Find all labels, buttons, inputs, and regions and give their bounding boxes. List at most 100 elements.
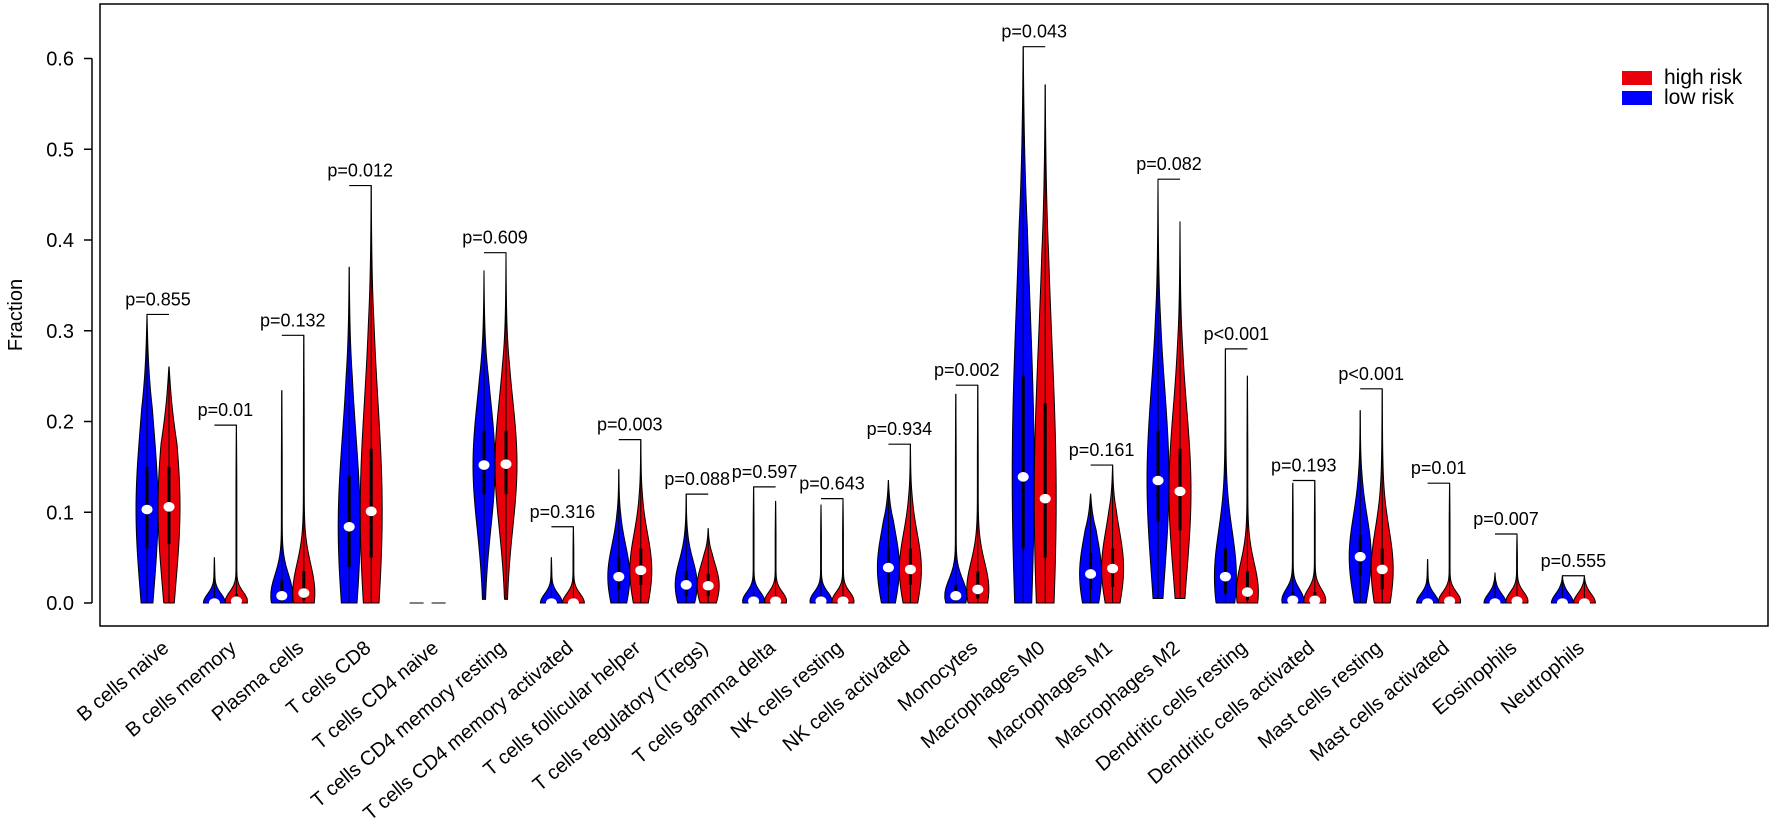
pvalue-label: p=0.934 [867, 419, 933, 439]
median-dot-low [950, 591, 961, 601]
median-dot-high [972, 585, 983, 595]
y-tick-label: 0.5 [46, 139, 74, 161]
median-dot-low [546, 598, 557, 608]
median-dot-high [1377, 565, 1388, 575]
median-dot-high [905, 565, 916, 575]
violin-pair: p=0.855 [125, 289, 191, 603]
median-dot-high [1512, 596, 1523, 606]
median-dot-high [298, 588, 309, 598]
y-tick-label: 0.0 [46, 593, 74, 615]
y-tick-label: 0.4 [46, 230, 74, 252]
median-dot-high [838, 596, 849, 606]
median-dot-high [1107, 564, 1118, 574]
median-dot-high [231, 596, 242, 606]
median-dot-low [748, 596, 759, 606]
median-dot-high [366, 507, 377, 517]
violin-pair: p=0.088 [664, 469, 730, 603]
category-label: Mast cells resting [1254, 637, 1386, 753]
category-label: Macrophages M1 [984, 637, 1117, 753]
pvalue-label: p=0.082 [1136, 154, 1202, 174]
violin-pair: p=0.132 [260, 310, 326, 603]
median-dot-low [142, 505, 153, 515]
category-label: NK cells activated [779, 637, 915, 756]
violin-pair: p=0.043 [1001, 22, 1067, 603]
pvalue-label: p=0.555 [1541, 551, 1607, 571]
median-dot-high [501, 459, 512, 469]
median-dot-low [1153, 476, 1164, 486]
median-dot-low [479, 460, 490, 470]
median-dot-low [1085, 569, 1096, 579]
box-high [1044, 403, 1047, 557]
median-dot-high [1444, 596, 1455, 606]
median-dot-low [1287, 595, 1298, 605]
median-dot-high [770, 596, 781, 606]
pvalue-label: p=0.003 [597, 415, 663, 435]
median-dot-high [1579, 598, 1590, 608]
box-high [370, 449, 373, 558]
pvalue-label: p=0.597 [732, 462, 798, 482]
median-dot-high [164, 502, 175, 512]
violin-pair: p=0.161 [1069, 440, 1135, 603]
pvalue-label: p=0.043 [1001, 22, 1067, 42]
y-tick-label: 0.1 [46, 502, 74, 524]
box-low [348, 476, 351, 567]
y-tick-label: 0.2 [46, 412, 74, 434]
pvalue-label: p=0.316 [530, 502, 596, 522]
y-tick-label: 0.6 [46, 49, 74, 71]
pvalue-label: p=0.01 [1411, 458, 1467, 478]
median-dot-low [1422, 598, 1433, 608]
violin-pair: p=0.316 [530, 502, 596, 608]
pvalue-label: p=0.007 [1473, 509, 1539, 529]
pvalue-label: p=0.609 [462, 228, 528, 248]
median-dot-low [1355, 552, 1366, 562]
violin-pair: p=0.597 [732, 462, 798, 606]
legend-swatch [1622, 91, 1652, 105]
violin-pair: p=0.003 [597, 415, 663, 603]
median-dot-low [209, 598, 220, 608]
median-dot-low [613, 572, 624, 582]
median-dot-low [1490, 598, 1501, 608]
violin-pair: p=0.555 [1541, 551, 1607, 608]
category-label: Macrophages M2 [1052, 637, 1185, 753]
y-axis-title: Fraction [5, 279, 27, 351]
category-label: Macrophages M0 [917, 637, 1050, 753]
pvalue-label: p=0.161 [1069, 440, 1135, 460]
violin-pair: p=0.007 [1473, 509, 1539, 608]
violin-pair: p=0.609 [462, 228, 528, 600]
median-dot-low [1220, 572, 1231, 582]
median-dot-high [1040, 494, 1051, 504]
y-tick-label: 0.3 [46, 321, 74, 343]
violin-pair: p=0.01 [198, 400, 254, 608]
violin-pair: p=0.643 [799, 474, 865, 606]
violin-pair: p=0.012 [327, 161, 393, 603]
violin-pair: p=0.193 [1271, 455, 1337, 605]
median-dot-high [1175, 487, 1186, 497]
pvalue-label: p=0.855 [125, 289, 191, 309]
pvalue-label: p=0.643 [799, 474, 865, 494]
pvalue-label: p<0.001 [1204, 324, 1270, 344]
median-dot-high [568, 598, 579, 608]
pvalue-label: p=0.012 [327, 161, 393, 181]
pvalue-label: p=0.193 [1271, 455, 1337, 475]
box-low [1224, 549, 1227, 594]
violin-pair: p=0.01 [1411, 458, 1467, 608]
violin-pair: p<0.001 [1204, 324, 1270, 603]
category-label: NK cells resting [727, 637, 848, 743]
pvalue-label: p<0.001 [1338, 364, 1404, 384]
pvalue-label: p=0.088 [664, 469, 730, 489]
median-dot-low [344, 522, 355, 532]
violins: p=0.855 p=0.01 p=0.132 p=0.012 p=0.609 p=0.31… [125, 22, 1606, 608]
pvalue-label: p=0.01 [198, 400, 254, 420]
median-dot-high [1309, 595, 1320, 605]
median-dot-low [1018, 472, 1029, 482]
median-dot-high [1242, 587, 1253, 597]
violin-pair: p=0.934 [867, 419, 933, 603]
violin-pair: p=0.082 [1136, 154, 1202, 598]
median-dot-low [816, 596, 827, 606]
pvalue-label: p=0.002 [934, 360, 1000, 380]
median-dot-low [883, 563, 894, 573]
violin-pair: p<0.001 [1338, 364, 1404, 603]
legend-swatch [1622, 71, 1652, 85]
